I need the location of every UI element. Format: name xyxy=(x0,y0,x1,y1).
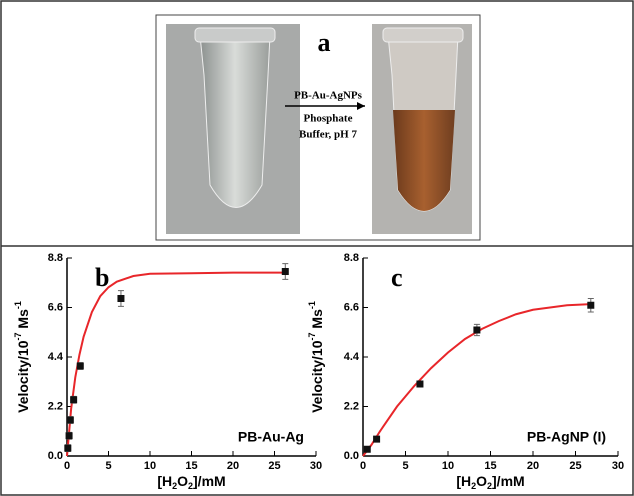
data-point xyxy=(70,396,78,404)
data-point xyxy=(76,362,84,370)
annotation: PB-Au-Ag xyxy=(238,429,304,445)
data-point xyxy=(363,445,371,453)
x-tick-label: 25 xyxy=(268,460,280,472)
axis-label-part: ]/mM xyxy=(193,473,226,489)
axis-label: Velocity/10-7 Ms-1 xyxy=(13,301,30,413)
y-tick-label: 4.4 xyxy=(48,351,64,363)
data-point xyxy=(281,268,289,275)
x-tick-label: 5 xyxy=(402,460,408,472)
data-point xyxy=(66,416,74,424)
axis-label-part: Velocity/10 xyxy=(309,340,325,413)
y-tick-label: 4.4 xyxy=(344,351,360,363)
axis-label-part: Ms xyxy=(309,309,325,333)
y-tick-label: 8.8 xyxy=(344,252,359,264)
x-tick-label: 25 xyxy=(569,460,581,472)
axis-label: Velocity/10-7 Ms-1 xyxy=(307,301,324,413)
axis-label-part: O xyxy=(177,473,188,489)
data-point xyxy=(65,432,73,440)
arrow-text: Phosphate xyxy=(304,113,353,125)
x-tick-label: 10 xyxy=(442,460,454,472)
axis-label: [H2O2]/mM xyxy=(456,473,524,492)
axis-label-part: 2 xyxy=(172,481,177,491)
y-tick-label: 6.6 xyxy=(48,301,63,313)
axis-label-part: Ms xyxy=(15,309,31,333)
y-tick-label: 0.0 xyxy=(48,450,63,462)
annotation: PB-AgNP (I) xyxy=(527,429,606,445)
axis-label-part: -1 xyxy=(13,301,23,309)
axis-label-part: O xyxy=(476,473,487,489)
axis-label-part: 2 xyxy=(487,481,492,491)
axis-label-part: [H xyxy=(157,473,172,489)
panel-label: c xyxy=(391,263,403,292)
y-tick-label: 8.8 xyxy=(48,252,63,264)
x-tick-label: 20 xyxy=(227,460,239,472)
x-tick-label: 0 xyxy=(360,460,366,472)
axis-label-part: -1 xyxy=(307,301,317,309)
data-point xyxy=(416,380,424,388)
axis-label-part: Velocity/10 xyxy=(15,340,31,413)
axis-label: [H2O2]/mM xyxy=(157,473,225,492)
axis-label-part: ]/mM xyxy=(492,473,525,489)
y-tick-label: 0.0 xyxy=(344,450,359,462)
axis-label-part: 2 xyxy=(188,481,193,491)
y-tick-label: 6.6 xyxy=(344,301,359,313)
data-point xyxy=(64,444,72,452)
x-tick-label: 30 xyxy=(612,460,624,472)
arrow-head xyxy=(357,102,365,110)
tube-photo-left xyxy=(166,24,300,234)
axis-label-part: 2 xyxy=(471,481,476,491)
tube-photo-right xyxy=(372,24,472,234)
x-tick-label: 5 xyxy=(105,460,111,472)
x-tick-label: 15 xyxy=(185,460,197,472)
panel-label: a xyxy=(318,28,331,57)
axis-label-part: [H xyxy=(456,473,471,489)
y-tick-label: 2.2 xyxy=(48,400,63,412)
x-tick-label: 15 xyxy=(484,460,496,472)
arrow-text: Buffer, pH 7 xyxy=(299,129,357,141)
fit-curve xyxy=(362,303,591,457)
fit-curve xyxy=(66,271,286,457)
data-point xyxy=(117,295,125,302)
data-point xyxy=(587,301,595,309)
axis-label-part: -7 xyxy=(307,332,317,340)
x-tick-label: 20 xyxy=(527,460,539,472)
x-tick-label: 10 xyxy=(144,460,156,472)
x-tick-label: 0 xyxy=(64,460,70,472)
data-point xyxy=(473,326,481,334)
arrow-text: PB-Au-AgNPs xyxy=(294,90,363,102)
axis-label-part: -7 xyxy=(13,332,23,340)
data-point xyxy=(373,435,381,443)
x-tick-label: 30 xyxy=(310,460,322,472)
panel-label: b xyxy=(95,263,109,292)
y-tick-label: 2.2 xyxy=(344,400,359,412)
